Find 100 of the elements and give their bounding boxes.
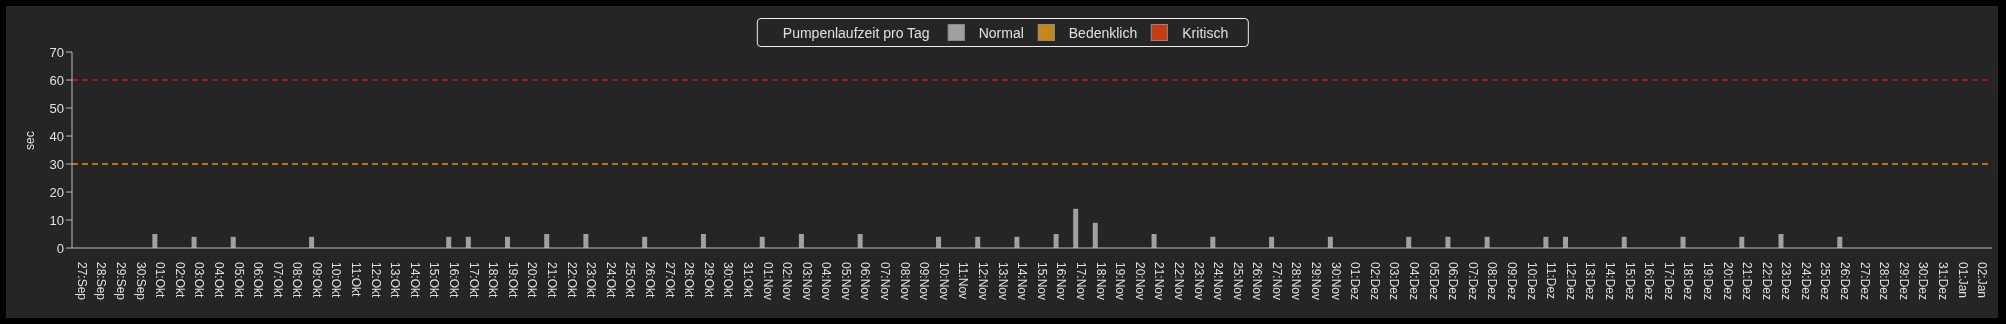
x-tick-label: 28:Okt [682, 262, 697, 299]
bar [1151, 234, 1157, 248]
y-tick-label: 20 [49, 184, 64, 200]
y-tick-label: 50 [49, 100, 64, 116]
x-tick-label: 30:Sep [133, 262, 148, 301]
x-tick-label: 28:Sep [94, 262, 109, 301]
x-tick-label: 06:Dez [1446, 262, 1461, 301]
bar [1092, 222, 1098, 248]
x-tick-label: 18:Dez [1681, 262, 1696, 301]
x-tick-label: 13:Okt [388, 262, 403, 299]
x-tick-label: 01:Dez [1348, 262, 1363, 301]
x-tick-label: 23:Dez [1779, 262, 1794, 301]
x-tick-label: 26:Nov [1250, 262, 1265, 301]
x-tick-label: 13:Nov [995, 262, 1010, 301]
legend-label: Bedenklich [1068, 24, 1138, 41]
x-tick-label: 20:Dez [1720, 262, 1735, 301]
x-tick-label: 01:Jan [1955, 262, 1970, 299]
x-tick-label: 21:Okt [545, 262, 559, 299]
x-tick-label: 12:Dez [1563, 262, 1578, 301]
x-tick-label: 19:Okt [505, 262, 520, 299]
x-tick-label: 17:Nov [1073, 262, 1088, 301]
bar [544, 234, 550, 248]
x-tick-label: 28:Nov [1289, 262, 1304, 301]
x-tick-label: 21:Nov [1152, 262, 1167, 301]
x-tick-label: 02:Jan [1975, 262, 1990, 299]
x-tick-label: 03:Nov [799, 262, 814, 301]
x-tick-label: 14:Dez [1602, 262, 1617, 301]
x-tick-label: 10:Okt [329, 262, 344, 299]
x-tick-label: 19:Nov [1113, 262, 1128, 301]
x-tick-label: 26:Okt [642, 262, 657, 299]
x-tick-label: 31:Okt [740, 262, 755, 299]
x-tick-label: 13:Dez [1583, 262, 1598, 301]
y-tick-label: 60 [49, 72, 64, 88]
x-tick-label: 29:Okt [701, 262, 716, 299]
x-tick-label: 19:Dez [1700, 262, 1715, 301]
x-tick-label: 04:Dez [1407, 262, 1422, 301]
x-tick-label: 08:Dez [1485, 262, 1500, 301]
x-tick-label: 15:Nov [1034, 262, 1049, 301]
x-tick-label: 27:Nov [1269, 262, 1284, 301]
x-tick-label: 14:Okt [407, 262, 422, 299]
bar [857, 234, 863, 248]
x-tick-label: 27:Dez [1857, 262, 1872, 301]
x-tick-label: 03:Okt [192, 262, 207, 299]
x-tick-label: 09:Dez [1505, 262, 1519, 301]
x-tick-label: 11:Nov [956, 262, 971, 300]
x-tick-label: 21:Dez [1740, 262, 1755, 301]
x-tick-label: 14:Nov [1015, 262, 1030, 301]
x-tick-label: 27:Sep [74, 262, 89, 301]
x-tick-label: 23:Okt [584, 262, 599, 299]
x-tick-label: 22:Okt [564, 262, 579, 299]
x-tick-label: 08:Nov [897, 262, 912, 301]
x-tick-label: 24:Okt [603, 262, 618, 299]
x-tick-label: 05:Dez [1426, 262, 1441, 301]
x-tick-label: 09:Okt [309, 262, 324, 299]
x-tick-label: 29:Sep [113, 262, 128, 301]
x-tick-label: 20:Nov [1132, 262, 1147, 301]
x-tick-label: 28:Dez [1877, 262, 1892, 301]
x-tick-label: 06:Okt [251, 262, 266, 299]
x-tick-label: 03:Dez [1387, 262, 1402, 301]
y-axis-title: sec [23, 131, 38, 150]
x-tick-label: 25:Nov [1230, 262, 1245, 301]
x-tick-label: 02:Nov [780, 262, 795, 301]
x-tick-label: 02:Okt [172, 262, 187, 299]
legend-label: Normal [978, 24, 1024, 41]
bar [1778, 234, 1784, 248]
x-tick-label: 15:Dez [1622, 262, 1637, 301]
x-tick-label: 01:Okt [153, 262, 168, 299]
x-tick-label: 22:Dez [1759, 262, 1774, 301]
x-tick-label: 30:Nov [1328, 262, 1343, 301]
x-tick-label: 24:Nov [1211, 262, 1226, 301]
x-tick-label: 22:Nov [1171, 262, 1186, 301]
bar [152, 234, 158, 248]
x-tick-label: 17:Okt [466, 262, 481, 299]
x-tick-label: 12:Nov [976, 262, 991, 301]
x-tick-label: 04:Okt [211, 262, 226, 299]
x-tick-label: 06:Nov [858, 262, 873, 301]
x-tick-label: 01:Nov [760, 262, 775, 301]
x-tick-label: 07:Okt [270, 262, 285, 299]
x-tick-label: 23:Nov [1191, 262, 1206, 301]
bar [700, 234, 706, 248]
x-tick-label: 09:Nov [917, 262, 932, 301]
x-tick-label: 30:Dez [1916, 262, 1931, 301]
x-tick-label: 31:Dez [1936, 262, 1951, 301]
x-tick-label: 16:Nov [1054, 262, 1069, 301]
x-tick-label: 26:Dez [1838, 262, 1853, 301]
x-tick-label: 16:Okt [447, 262, 462, 299]
x-tick-label: 16:Dez [1642, 262, 1657, 301]
bar [1053, 234, 1059, 248]
x-tick-label: 29:Dez [1896, 262, 1911, 301]
x-tick-label: 25:Okt [623, 262, 638, 299]
bar [583, 234, 589, 248]
bar [1073, 208, 1079, 248]
x-tick-label: 10:Nov [936, 262, 951, 301]
x-tick-label: 15:Okt [427, 262, 442, 299]
x-tick-label: 27:Okt [662, 262, 677, 299]
x-tick-label: 05:Nov [838, 262, 853, 301]
x-tick-label: 02:Dez [1367, 262, 1382, 301]
y-tick-label: 10 [49, 212, 64, 228]
x-tick-label: 04:Nov [819, 262, 834, 301]
x-tick-label: 24:Dez [1798, 262, 1813, 301]
